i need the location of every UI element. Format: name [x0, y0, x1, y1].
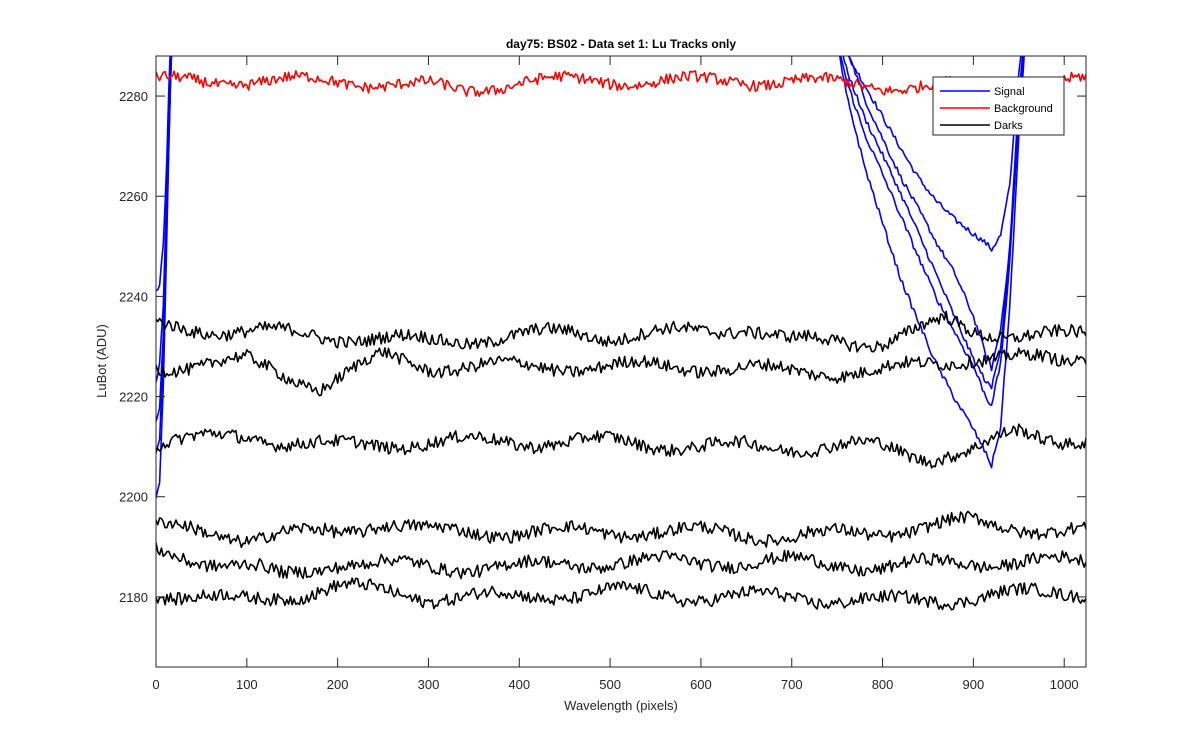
signal-line-1	[156, 56, 1022, 292]
signal-line-2	[156, 56, 1024, 383]
x-tick-label: 900	[963, 677, 985, 692]
darks-line-2	[156, 347, 1086, 397]
x-axis-label: Wavelength (pixels)	[564, 698, 678, 713]
x-tick-label: 300	[418, 677, 440, 692]
y-tick-label: 2240	[119, 289, 148, 304]
signal-line-5	[156, 56, 1025, 499]
darks-line-4	[156, 510, 1086, 549]
x-tick-label: 400	[508, 677, 530, 692]
legend-label-background: Background	[994, 103, 1053, 115]
legend-label-darks: Darks	[994, 120, 1023, 132]
x-tick-label: 500	[599, 677, 621, 692]
series-layer	[156, 56, 1086, 611]
tick-layer: 0 100 200 300 400 500 600 700 800 900 1000 2180 2200…	[119, 56, 1086, 692]
background-line-1	[156, 70, 1086, 98]
x-tick-label: 600	[690, 677, 712, 692]
y-tick-label: 2280	[119, 89, 148, 104]
darks-line-6	[156, 577, 1086, 611]
legend-label-signal: Signal	[994, 86, 1025, 98]
x-tick-label: 200	[327, 677, 349, 692]
y-axis-label: LuBot (ADU)	[94, 324, 109, 398]
axes-box	[155, 55, 1087, 668]
y-tick-label: 2220	[119, 390, 148, 405]
chart-title: day75: BS02 - Data set 1: Lu Tracks only	[506, 37, 736, 51]
signal-line-3	[156, 56, 1024, 422]
y-tick-label: 2180	[119, 590, 148, 605]
x-tick-label: 800	[872, 677, 894, 692]
darks-line-3	[156, 423, 1086, 469]
x-tick-label: 700	[781, 677, 803, 692]
legend: Signal Background Darks	[932, 76, 1065, 136]
darks-line-5	[156, 542, 1086, 580]
y-tick-label: 2200	[119, 490, 148, 505]
x-tick-label: 1000	[1050, 677, 1079, 692]
signal-line-4	[156, 56, 1024, 454]
x-tick-label: 0	[152, 677, 159, 692]
x-tick-label: 100	[236, 677, 258, 692]
darks-line-1	[156, 310, 1086, 353]
y-tick-label: 2260	[119, 189, 148, 204]
